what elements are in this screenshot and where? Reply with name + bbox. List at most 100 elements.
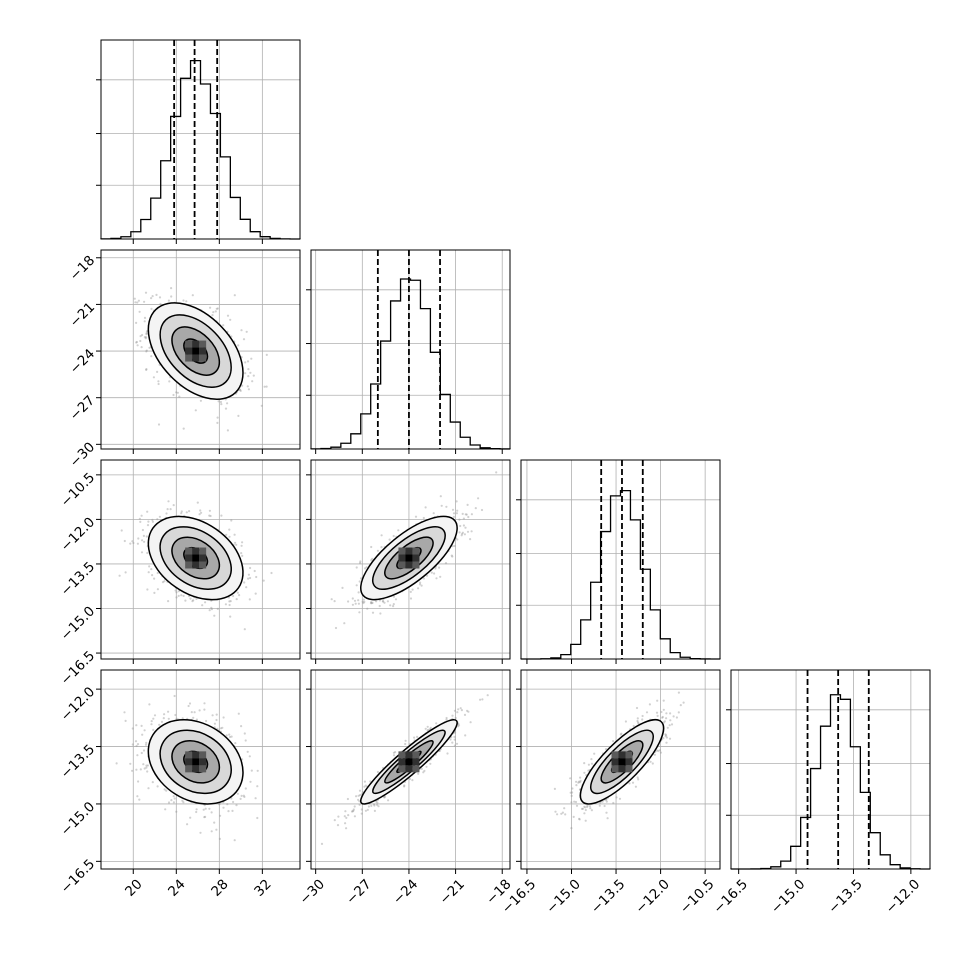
scatter-point: [444, 562, 448, 565]
scatter-point: [664, 733, 667, 736]
scatter-point: [201, 604, 204, 607]
panel-2-1: [306, 459, 511, 664]
scatter-point: [190, 711, 193, 714]
scatter-point: [392, 754, 396, 757]
density-cell: [185, 561, 193, 569]
scatter-point: [208, 609, 211, 612]
scatter-point: [232, 594, 235, 598]
scatter-point: [155, 293, 158, 296]
scatter-point: [420, 584, 423, 587]
density-cell: [199, 765, 207, 773]
scatter-point: [141, 539, 144, 542]
scatter-point: [228, 733, 231, 736]
scatter-point: [357, 602, 360, 605]
scatter-point: [236, 792, 239, 795]
scatter-point: [234, 541, 237, 544]
scatter-point: [378, 604, 381, 608]
scatter-point: [579, 779, 582, 783]
scatter-point: [429, 726, 432, 730]
scatter-point: [403, 785, 406, 788]
scatter-point: [213, 821, 216, 824]
scatter-point: [351, 603, 354, 606]
scatter-point: [118, 574, 121, 577]
panel-1-1: [306, 249, 511, 454]
scatter-point: [463, 533, 466, 536]
scatter-point: [240, 552, 243, 555]
scatter-point: [135, 744, 138, 748]
scatter-point: [371, 601, 374, 605]
scatter-point: [427, 728, 430, 731]
scatter-point: [464, 734, 467, 737]
scatter-point: [235, 543, 238, 546]
scatter-point: [157, 380, 160, 383]
scatter-point: [409, 590, 412, 594]
scatter-point: [435, 722, 438, 725]
scatter-point: [146, 551, 149, 555]
scatter-point: [243, 581, 246, 584]
scatter-point: [380, 546, 383, 549]
scatter-point: [249, 780, 252, 783]
scatter-point: [603, 804, 606, 808]
scatter-point: [394, 598, 398, 601]
x-tick-label: −27: [343, 876, 374, 907]
scatter-point: [156, 588, 159, 591]
scatter-point: [129, 542, 132, 545]
scatter-point: [176, 391, 179, 394]
scatter-point: [243, 628, 246, 631]
density-cell: [398, 758, 406, 766]
scatter-point: [380, 534, 383, 537]
scatter-point: [381, 600, 384, 603]
scatter-point: [152, 376, 155, 379]
scatter-point: [469, 721, 472, 724]
scatter-point: [355, 566, 358, 569]
scatter-point: [222, 716, 225, 719]
scatter-point: [389, 604, 392, 607]
scatter-point: [199, 509, 202, 512]
scatter-point: [222, 324, 225, 327]
scatter-point: [163, 713, 166, 716]
scatter-point: [216, 421, 219, 424]
scatter-point: [180, 510, 183, 513]
scatter-point: [203, 816, 206, 819]
density-cell: [405, 751, 413, 759]
scatter-point: [404, 742, 407, 746]
scatter-point: [191, 294, 194, 297]
scatter-point: [151, 781, 154, 784]
scatter-point: [359, 560, 362, 563]
scatter-point: [336, 824, 340, 827]
y-tick-label: −15.0: [58, 603, 99, 644]
scatter-point: [172, 801, 175, 804]
scatter-point: [138, 517, 141, 520]
scatter-point: [191, 600, 194, 603]
x-tick-label: 20: [122, 876, 145, 899]
density-cell: [192, 561, 200, 569]
scatter-point: [359, 561, 362, 565]
density-cell: [185, 554, 193, 562]
scatter-point: [247, 388, 250, 391]
scatter-point: [235, 804, 238, 807]
scatter-point: [369, 780, 372, 783]
scatter-point: [229, 318, 232, 321]
scatter-point: [343, 815, 346, 818]
scatter-point: [143, 540, 146, 543]
scatter-point: [345, 816, 348, 820]
scatter-point: [131, 727, 134, 730]
scatter-point: [429, 762, 432, 765]
x-tick-label: 24: [165, 876, 188, 899]
scatter-point: [180, 594, 183, 597]
scatter-point: [189, 597, 192, 600]
scatter-point: [446, 752, 449, 755]
density-cell: [199, 340, 207, 348]
scatter-point: [422, 577, 425, 580]
scatter-point: [665, 717, 668, 720]
scatter-point: [365, 566, 368, 569]
scatter-point: [208, 807, 211, 810]
scatter-point: [474, 507, 477, 510]
density-cell: [398, 547, 406, 555]
scatter-point: [637, 722, 640, 725]
density-cell: [199, 561, 207, 569]
scatter-point: [665, 712, 668, 715]
scatter-point: [450, 554, 453, 557]
scatter-point: [461, 512, 464, 516]
scatter-point: [392, 605, 395, 608]
